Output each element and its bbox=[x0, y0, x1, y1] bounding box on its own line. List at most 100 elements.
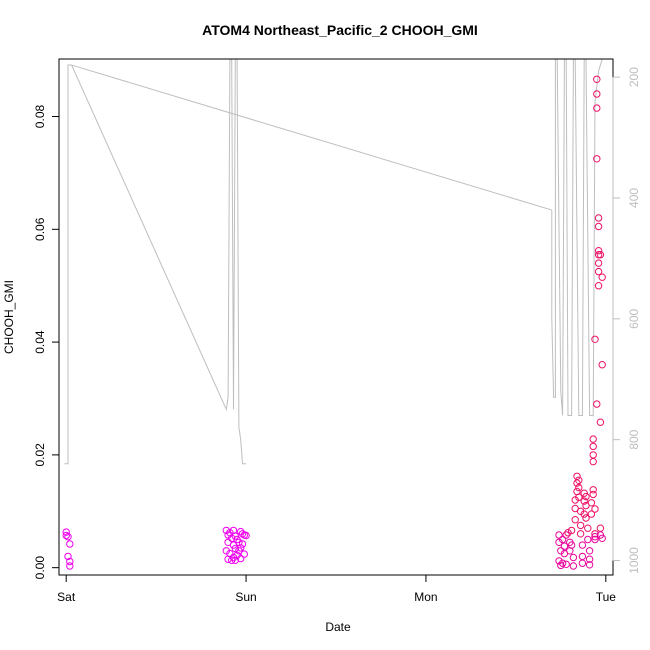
data-point bbox=[66, 557, 74, 566]
data-point bbox=[589, 457, 597, 466]
y-tick-label: 0.02 bbox=[33, 443, 47, 467]
x-tick-label: Sat bbox=[57, 590, 76, 604]
y-tick-label: 0.04 bbox=[33, 330, 47, 354]
x-axis: Sat Sun Mon Tue bbox=[57, 574, 617, 604]
y-tick-label: 0.00 bbox=[33, 556, 47, 580]
x-tick-label: Tue bbox=[596, 590, 617, 604]
data-point bbox=[62, 528, 70, 536]
data-point bbox=[240, 550, 249, 558]
pressure-line-segment-1 bbox=[64, 58, 247, 465]
data-point bbox=[587, 510, 596, 518]
data-point bbox=[567, 541, 576, 549]
data-point bbox=[237, 554, 245, 563]
data-point bbox=[591, 533, 599, 541]
data-point bbox=[593, 75, 601, 84]
pressure-line-transit bbox=[71, 64, 552, 211]
data-point bbox=[580, 497, 588, 505]
x-tick-label: Sun bbox=[235, 590, 256, 604]
data-point bbox=[558, 559, 567, 567]
data-points-layer bbox=[62, 75, 606, 570]
data-point bbox=[562, 531, 570, 539]
data-point bbox=[562, 560, 570, 568]
data-point bbox=[591, 335, 599, 343]
data-point bbox=[578, 559, 587, 567]
data-point bbox=[571, 516, 579, 524]
data-point bbox=[64, 552, 72, 561]
data-point bbox=[560, 542, 569, 550]
data-point bbox=[62, 531, 70, 540]
data-point bbox=[237, 544, 245, 552]
data-point bbox=[555, 557, 563, 565]
data-point bbox=[578, 552, 587, 561]
data-point bbox=[593, 90, 601, 98]
data-point bbox=[589, 490, 597, 499]
y2-tick-label: 600 bbox=[627, 308, 641, 328]
data-point bbox=[585, 547, 594, 555]
data-point bbox=[584, 535, 592, 544]
data-point bbox=[569, 553, 578, 562]
data-point bbox=[580, 510, 588, 518]
data-point bbox=[557, 561, 565, 570]
data-point bbox=[575, 493, 583, 501]
data-point bbox=[558, 535, 567, 544]
data-point bbox=[575, 483, 583, 492]
y-tick-label: 0.06 bbox=[33, 217, 47, 241]
data-point bbox=[591, 535, 599, 544]
data-point bbox=[598, 534, 606, 542]
chart-title: ATOM4 Northeast_Pacific_2 CHOOH_GMI bbox=[202, 22, 478, 38]
data-point bbox=[596, 524, 605, 532]
data-point bbox=[66, 562, 74, 570]
data-point bbox=[593, 400, 601, 408]
data-point bbox=[585, 555, 594, 563]
pressure-line-layer bbox=[64, 58, 603, 465]
data-point bbox=[593, 155, 601, 163]
data-point bbox=[591, 505, 599, 513]
data-point bbox=[582, 492, 590, 501]
data-point bbox=[569, 562, 578, 570]
data-point bbox=[578, 541, 587, 549]
data-point bbox=[596, 418, 605, 426]
data-point bbox=[64, 533, 72, 541]
y2-tick-label: 800 bbox=[627, 429, 641, 449]
y-axis-label: CHOOH_GMI bbox=[2, 280, 16, 354]
y-tick-label: 0.08 bbox=[33, 105, 47, 129]
data-point bbox=[564, 529, 572, 537]
pressure-line-segment-2 bbox=[551, 58, 603, 416]
data-point bbox=[584, 524, 592, 532]
data-point bbox=[589, 451, 597, 459]
data-point bbox=[555, 531, 563, 539]
data-point bbox=[585, 561, 594, 569]
data-point bbox=[576, 530, 585, 538]
x-axis-label: Date bbox=[325, 620, 351, 634]
y2-tick-label: 400 bbox=[627, 188, 641, 208]
data-point bbox=[242, 531, 250, 540]
y2-tick-label: 1000 bbox=[627, 547, 641, 574]
data-point bbox=[594, 247, 603, 255]
data-point bbox=[594, 259, 603, 267]
data-point bbox=[593, 104, 601, 112]
data-point bbox=[238, 530, 247, 538]
y2-axis: 200 400 600 800 1000 bbox=[612, 67, 641, 574]
plot-frame bbox=[58, 58, 614, 576]
data-point bbox=[587, 499, 596, 507]
data-point bbox=[598, 273, 606, 281]
data-point bbox=[598, 361, 606, 369]
y-axis: 0.00 0.02 0.04 0.06 0.08 bbox=[33, 105, 60, 580]
data-point bbox=[594, 222, 603, 231]
data-point bbox=[231, 544, 240, 553]
data-point bbox=[589, 442, 597, 451]
data-point bbox=[575, 476, 583, 484]
data-point bbox=[222, 526, 231, 535]
x-tick-label: Mon bbox=[414, 590, 437, 604]
data-point bbox=[594, 214, 603, 222]
data-point bbox=[573, 472, 581, 480]
data-point bbox=[594, 267, 603, 276]
data-point bbox=[596, 251, 605, 259]
data-point bbox=[238, 540, 247, 548]
y2-tick-label: 200 bbox=[627, 67, 641, 87]
data-point bbox=[582, 514, 590, 522]
data-point bbox=[224, 555, 232, 563]
data-point bbox=[589, 486, 597, 494]
data-point bbox=[576, 521, 585, 530]
